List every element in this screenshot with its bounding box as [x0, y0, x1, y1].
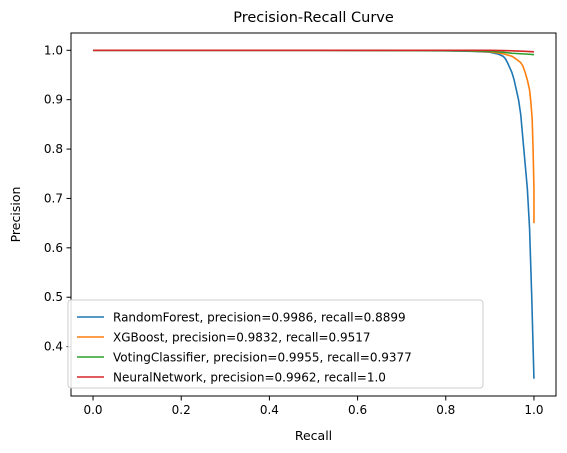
x-tick-label: 0.6	[348, 403, 367, 417]
x-tick-label: 0.4	[260, 403, 279, 417]
axes-frame	[70, 32, 557, 397]
y-tick-label: 0.7	[44, 191, 63, 205]
y-tick-label: 0.6	[44, 241, 63, 255]
legend: RandomForest, precision=0.9986, recall=0…	[67, 299, 484, 389]
y-tick-label: 0.9	[44, 93, 63, 107]
chart-title: Precision-Recall Curve	[233, 10, 394, 26]
series-layer	[93, 49, 535, 379]
legend-label-3: VotingClassifier, precision=0.9955, reca…	[113, 351, 412, 365]
legend-label-1: RandomForest, precision=0.9986, recall=0…	[113, 311, 406, 325]
x-tick-label: 0.2	[172, 403, 191, 417]
x-axis-ticks: 0.0 0.2 0.4 0.6 0.8 1.0	[83, 396, 544, 417]
y-tick-label: 0.5	[44, 290, 63, 304]
y-axis-ticks: 0.4 0.5 0.6 0.7 0.8 0.9 1.0	[44, 43, 71, 354]
y-axis-title: Precision	[8, 187, 23, 243]
y-tick-label: 0.4	[44, 340, 63, 354]
series-line-4	[93, 49, 534, 53]
legend-box	[67, 299, 484, 389]
x-tick-label: 0.8	[436, 403, 455, 417]
x-axis-title: Recall	[295, 428, 332, 443]
legend-label-4: NeuralNetwork, precision=0.9962, recall=…	[113, 371, 386, 385]
y-tick-label: 1.0	[44, 43, 63, 57]
legend-label-2: XGBoost, precision=0.9832, recall=0.9517	[113, 331, 371, 345]
x-tick-label: 1.0	[524, 403, 543, 417]
y-tick-label: 0.8	[44, 142, 63, 156]
x-tick-label: 0.0	[83, 403, 102, 417]
